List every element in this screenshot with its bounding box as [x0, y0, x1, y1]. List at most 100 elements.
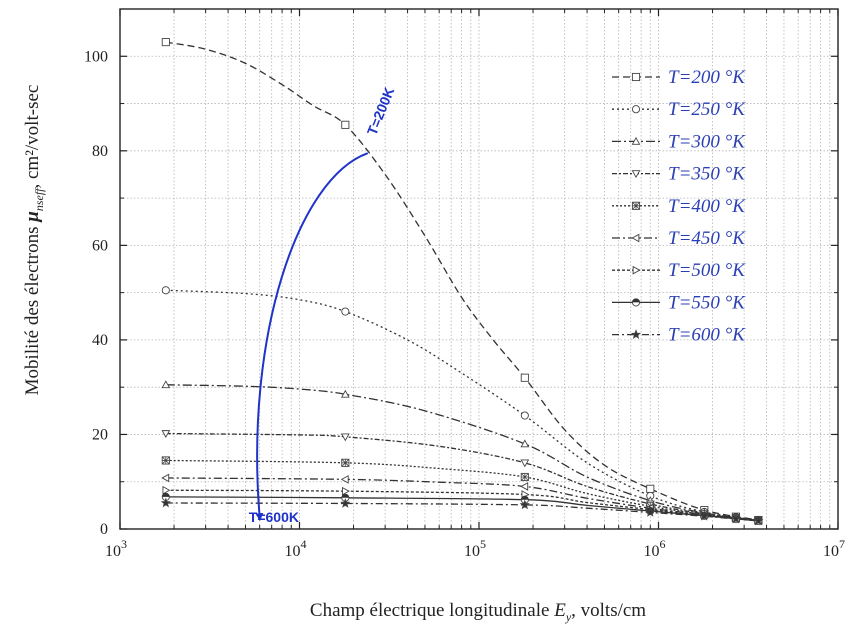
data-point: [162, 485, 171, 495]
marker-shape: [160, 497, 171, 508]
data-point: [161, 430, 171, 439]
data-point: [341, 493, 350, 502]
data-point: [341, 458, 350, 467]
data-point: [631, 201, 641, 210]
legend-entry: T=250 °K: [612, 99, 746, 120]
data-point: [161, 38, 170, 47]
data-point: [631, 105, 641, 114]
series-line: [165, 41, 759, 521]
marker-shape: [519, 499, 530, 510]
legend-label: T=450 °K: [668, 228, 746, 249]
series-line: [165, 459, 759, 522]
y-tick-label: 0: [100, 521, 108, 538]
data-point: [161, 456, 170, 465]
marker-shape: [340, 433, 350, 442]
marker-shape: [340, 498, 351, 508]
marker-shape: [631, 136, 641, 145]
annotation-label: T=600K: [249, 509, 299, 525]
y-axis-title: Mobilité des électrons μnseff, cm²/volt-…: [22, 85, 46, 396]
data-point: [341, 307, 350, 316]
marker-cross: [341, 458, 350, 467]
x-tick-label: 104: [285, 537, 307, 560]
x-axis-title: Champ électrique longitudinale Ey, volts…: [310, 600, 646, 624]
data-point: [340, 433, 350, 442]
data-point: [520, 472, 529, 482]
data-point: [161, 286, 170, 295]
data-point: [631, 170, 641, 179]
marker-shape: [520, 459, 530, 468]
marker-shape: [520, 373, 529, 382]
data-point: [340, 474, 349, 484]
marker-shape: [630, 329, 642, 339]
series-line: [165, 432, 759, 522]
marker-shape: [161, 430, 171, 439]
y-tick-label: 80: [92, 143, 108, 160]
data-point: [730, 513, 742, 524]
data-point: [340, 389, 350, 398]
series-line: [165, 289, 759, 521]
y-tick-label: 100: [84, 48, 108, 65]
x-tick-label: 103: [105, 537, 127, 560]
marker-shape: [341, 120, 350, 129]
marker-fill: [632, 298, 640, 303]
data-point: [519, 499, 530, 510]
data-point: [631, 233, 640, 243]
data-point: [645, 507, 656, 517]
data-point: [520, 459, 530, 468]
series-markers: [160, 38, 764, 526]
legend-label: T=200 °K: [668, 67, 746, 88]
marker-shape: [753, 515, 764, 526]
marker-shape: [631, 233, 640, 243]
legend-label: T=600 °K: [668, 325, 746, 346]
marker-cross: [520, 473, 529, 481]
marker-shape: [341, 486, 350, 496]
temperature-arrow: [255, 152, 369, 522]
legend-entry: T=400 °K: [612, 196, 746, 217]
legend-entry: T=550 °K: [612, 292, 746, 313]
legend-entry: T=450 °K: [612, 228, 746, 249]
legend-entry: T=600 °K: [612, 325, 746, 346]
data-point: [646, 484, 655, 493]
marker-shape: [161, 473, 170, 483]
data-point: [341, 486, 350, 496]
marker-shape: [341, 307, 350, 316]
data-point: [631, 298, 641, 307]
legend-entry: T=500 °K: [612, 260, 746, 281]
y-tick-label: 40: [92, 332, 108, 349]
marker-cross: [632, 201, 640, 210]
annotation-label: T=200K: [364, 85, 398, 138]
marker-shape: [699, 510, 710, 521]
marker-shape: [340, 389, 350, 398]
data-point: [631, 136, 641, 145]
data-point: [340, 498, 351, 508]
series-lines: [165, 41, 759, 522]
data-point: [160, 497, 171, 508]
data-point: [161, 380, 171, 389]
series-line: [165, 384, 759, 522]
data-point: [520, 373, 529, 382]
axis-ticks: 103 104 105 106 107 0 20 40 60 80 100: [84, 9, 845, 560]
legend-label: T=250 °K: [668, 99, 746, 120]
legend-entry: T=300 °K: [612, 131, 746, 152]
marker-shape: [520, 411, 529, 420]
marker-shape: [161, 380, 171, 389]
legend-label: T=550 °K: [668, 292, 746, 313]
marker-shape: [632, 265, 641, 275]
data-point: [630, 329, 642, 339]
legend-label: T=300 °K: [668, 131, 746, 152]
data-point: [632, 265, 641, 275]
marker-shape: [520, 439, 530, 448]
marker-shape: [645, 507, 656, 517]
legend-entry: T=200 °K: [612, 67, 746, 88]
data-point: [699, 510, 710, 521]
marker-shape: [520, 482, 529, 491]
data-point: [161, 473, 170, 483]
x-tick-label: 105: [464, 537, 486, 560]
y-tick-label: 20: [92, 426, 108, 443]
data-point: [631, 72, 641, 82]
legend: T=200 °K T=250 °K T=300 °K T=350 °K T=400 °K…: [612, 67, 746, 346]
x-tick-label: 107: [823, 537, 845, 560]
y-tick-label: 60: [92, 237, 108, 254]
marker-shape: [631, 170, 641, 179]
